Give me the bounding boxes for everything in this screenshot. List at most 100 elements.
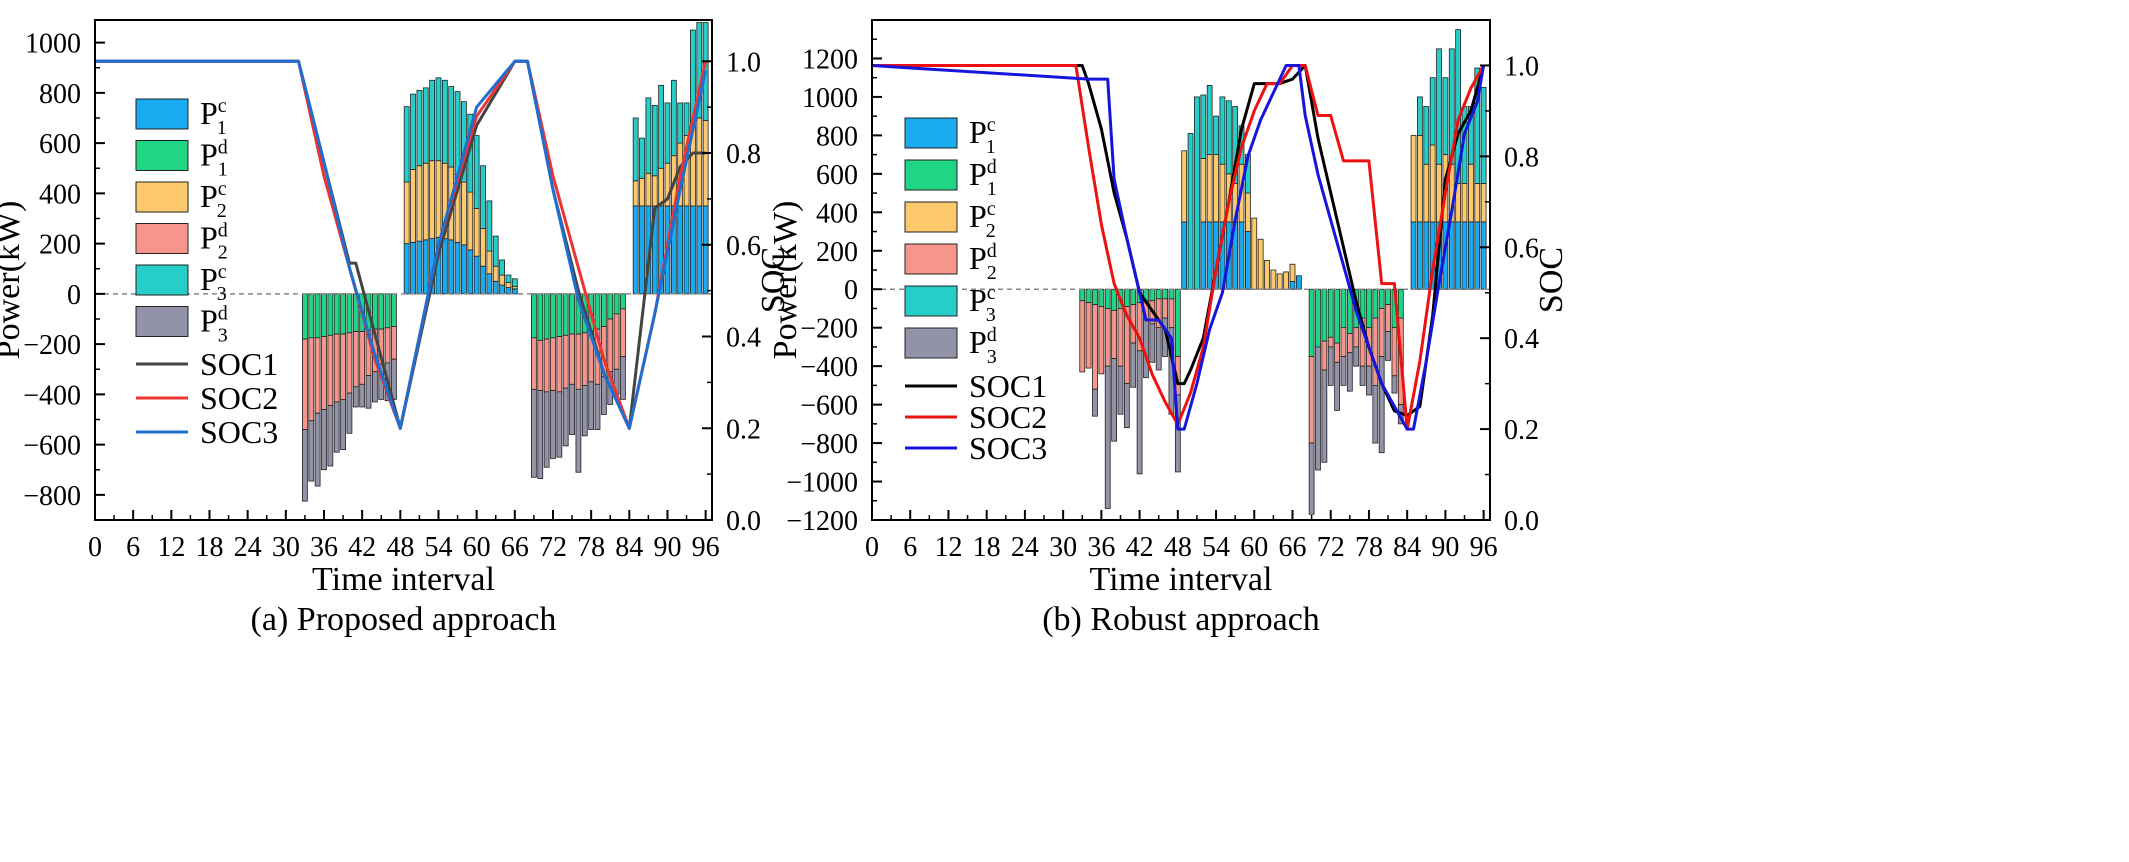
y-tick-label: −200 — [800, 314, 858, 345]
bar-P1c-t64 — [499, 284, 505, 295]
bar-P1c-t93 — [683, 205, 690, 295]
bar-P1c-t49 — [1181, 221, 1188, 290]
bar-P3c-t90 — [1442, 77, 1449, 156]
legend-label-p1d: Pd 1 — [200, 137, 228, 181]
bar-P2c-t87 — [1423, 163, 1430, 223]
bar-P1d-t74 — [562, 293, 569, 336]
legend-swatch-p2c — [135, 181, 189, 213]
bar-P3d-t44 — [1149, 323, 1156, 363]
bar-P1c-t85 — [1410, 221, 1417, 290]
y-tick-label: −800 — [23, 481, 81, 512]
bar-P1d-t36 — [321, 293, 327, 337]
bar-P2d-t75 — [569, 333, 575, 385]
bar-P1d-t82 — [613, 293, 620, 315]
bar-P1c-t50 — [410, 241, 416, 295]
bar-P3c-t54 — [435, 77, 442, 162]
bar-P2c-t88 — [1429, 144, 1436, 223]
bar-P3c-t95 — [696, 22, 703, 119]
bar-P3d-t35 — [314, 412, 321, 487]
bar-P3c-t87 — [1423, 106, 1430, 165]
bar-P2c-t93 — [1461, 183, 1468, 223]
bar-P2d-t35 — [314, 337, 321, 414]
bar-P3c-t52 — [1200, 94, 1207, 159]
y-tick-label: −600 — [23, 431, 81, 462]
bar-P1d-t34 — [1085, 288, 1092, 304]
x-tick-label: 6 — [903, 532, 917, 563]
bar-P2c-t60 — [473, 208, 480, 257]
y2-tick-label: 0.0 — [726, 506, 761, 537]
legend-swatch-p1c — [904, 117, 958, 149]
bar-P1d-t33 — [1079, 288, 1086, 302]
bar-P2c-t86 — [639, 177, 645, 207]
bar-P1c-t95 — [1474, 221, 1481, 290]
y-tick-label: −800 — [800, 429, 858, 460]
legend-swatch-p2d — [135, 223, 189, 254]
bar-P3c-t92 — [677, 102, 684, 144]
bar-P2d-t71 — [1321, 340, 1328, 371]
bar-P2d-t37 — [1104, 308, 1111, 367]
bar-P1c-t94 — [690, 205, 696, 295]
bar-P1d-t47 — [1168, 288, 1175, 300]
bar-P2c-t59 — [1245, 192, 1251, 232]
panel-a-y2-axis-title: SOC — [755, 247, 792, 313]
y-tick-label: −600 — [800, 391, 858, 422]
bar-P3d-t79 — [594, 383, 601, 430]
x-tick-label: 12 — [934, 532, 962, 563]
bar-P2d-t39 — [340, 333, 346, 400]
bar-P1d-t38 — [333, 293, 340, 335]
bar-P3d-t78 — [588, 381, 595, 430]
bar-P1c-t66 — [1289, 281, 1296, 290]
x-tick-label: 96 — [692, 532, 720, 563]
legend-swatch-p3d — [904, 327, 958, 359]
bar-P3d-t43 — [365, 375, 372, 409]
x-tick-label: 90 — [653, 532, 681, 563]
bar-P1d-t40 — [1123, 288, 1130, 307]
bar-P1c-t96 — [702, 205, 709, 295]
panel-a-bars — [302, 22, 709, 502]
bar-P1c-t91 — [1448, 221, 1455, 290]
bar-P1c-t58 — [1238, 221, 1245, 290]
bar-P3d-t48 — [1174, 394, 1181, 473]
bar-P3c-t55 — [1219, 96, 1226, 165]
bar-P3c-t51 — [1194, 96, 1200, 290]
bar-P1d-t71 — [543, 293, 550, 340]
bar-P3c-t52 — [422, 87, 429, 164]
bar-P1d-t37 — [1104, 288, 1111, 309]
legend-label-p3d: Pd 3 — [200, 303, 228, 347]
bar-P3d-t81 — [1385, 331, 1391, 361]
bar-P3d-t69 — [1308, 442, 1315, 515]
panel-b: 0 6 12 18 24 30 36 42 48 54 60 66 72 78 84 90 96−1200−10… — [767, 19, 1570, 638]
bar-P2d-t76 — [1353, 327, 1360, 348]
bar-P1c-t58 — [461, 244, 467, 295]
panel-b-bars — [1079, 29, 1487, 515]
bar-P3c-t86 — [1417, 96, 1423, 136]
legend-label-soc3: SOC3 — [969, 430, 1047, 466]
bar-P2c-t62 — [486, 250, 493, 275]
bar-P2c-t52 — [1200, 158, 1207, 223]
bar-P2d-t70 — [537, 339, 544, 392]
panel-b-x-axis-title: Time interval — [1090, 561, 1273, 598]
bar-P1c-t60 — [473, 255, 480, 295]
x-tick-label: 6 — [126, 532, 140, 563]
legend-label-p2d: Pd 2 — [200, 220, 228, 264]
soc-line-soc3 — [95, 59, 708, 430]
bar-P3c-t93 — [683, 102, 690, 136]
bar-P1d-t46 — [1162, 288, 1168, 300]
bar-P3c-t61 — [480, 165, 486, 229]
x-tick-label: 24 — [1011, 532, 1039, 563]
x-tick-label: 60 — [463, 532, 491, 563]
bar-P1d-t80 — [600, 293, 607, 327]
bar-P1c-t67 — [1295, 275, 1302, 290]
x-tick-label: 66 — [501, 532, 529, 563]
bar-P3c-t56 — [1225, 100, 1232, 175]
bar-P3c-t90 — [664, 102, 671, 164]
bar-P3d-t77 — [1359, 365, 1366, 386]
legend-label-p2d: Pd 2 — [969, 240, 997, 284]
bar-P2c-t62 — [1264, 259, 1270, 290]
bar-P2d-t80 — [1378, 308, 1385, 357]
bar-P1d-t35 — [1092, 288, 1098, 306]
bar-P2d-t33 — [302, 338, 308, 430]
bar-P2d-t76 — [575, 333, 582, 390]
bar-P3d-t70 — [537, 390, 544, 479]
y2-tick-label: 1.0 — [1504, 51, 1539, 82]
